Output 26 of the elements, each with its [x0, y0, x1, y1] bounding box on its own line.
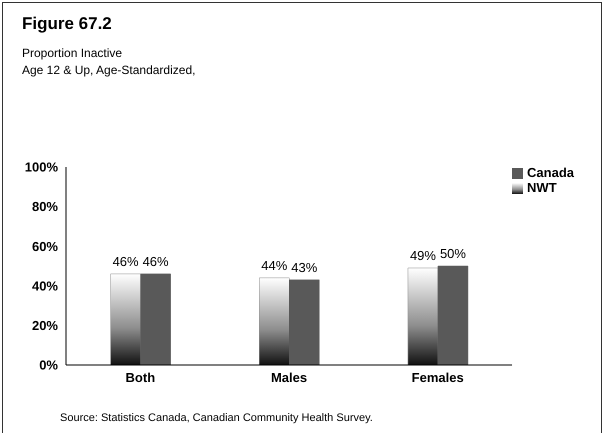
bar — [110, 274, 141, 365]
x-tick-label: Both — [126, 370, 156, 386]
data-label: 44% — [261, 258, 288, 273]
data-label: 49% — [410, 248, 436, 263]
bar — [408, 268, 438, 365]
data-label: 46% — [142, 254, 170, 269]
legend-label: NWT — [527, 180, 557, 195]
chart-subtitle: Proportion Inactive Age 12 & Up, Age-Standardized, — [22, 45, 196, 79]
x-tick-label: Females — [412, 370, 464, 386]
data-label: 43% — [291, 260, 318, 275]
source-note: Source: Statistics Canada, Canadian Community Health Survey. — [60, 412, 373, 424]
y-tick-label: 40% — [32, 278, 58, 294]
y-tick-label: 0% — [39, 358, 58, 373]
y-tick-label: 100% — [24, 160, 58, 175]
bar — [259, 278, 290, 365]
bar — [438, 266, 468, 365]
bar — [289, 280, 320, 365]
data-label: 50% — [440, 246, 466, 261]
y-tick-label: 20% — [32, 318, 58, 334]
bar — [140, 274, 171, 365]
y-tick-label: 80% — [32, 199, 58, 214]
y-tick-label: 60% — [32, 238, 58, 254]
chart-title: Figure 67.2 — [22, 14, 112, 34]
x-tick-label: Males — [270, 370, 308, 386]
data-label: 46% — [112, 254, 140, 269]
legend-label: Canada — [527, 165, 574, 180]
